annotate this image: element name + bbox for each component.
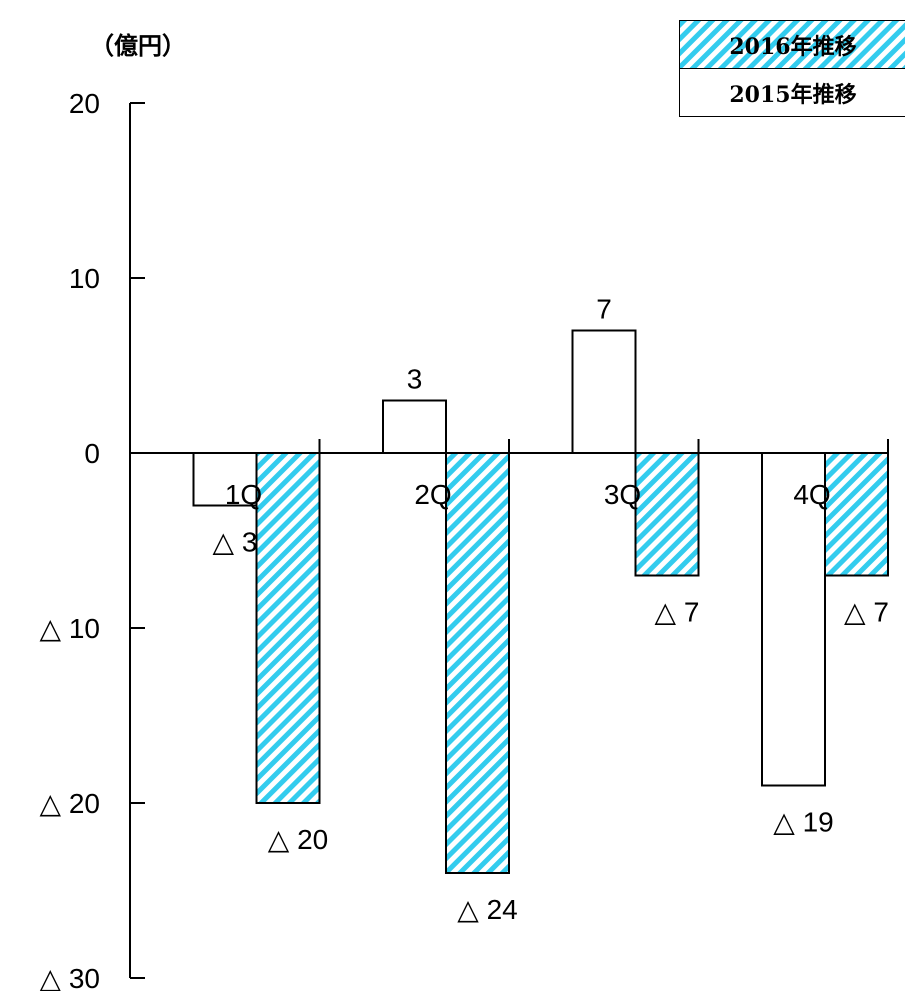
bar-2016 [255,452,321,804]
bar-2015 [382,399,447,454]
bar-2016-value-label: △ 24 [457,894,517,925]
x-category-label: 1Q [225,479,262,510]
bar-2016 [445,452,510,874]
legend-label-2015: 2015年推移 [729,81,857,108]
y-tick-label: △ 20 [40,788,100,819]
legend-item-2016: 2016年推移 [680,21,905,69]
bar-2015-value-label: 7 [596,294,612,325]
x-category-label: 2Q [414,479,451,510]
y-tick-label: 20 [69,88,100,119]
y-tick-label: 0 [84,438,100,469]
bar-2015 [571,329,637,454]
y-unit-label: （億円） [90,32,186,60]
bar-2015-value-label: △ 19 [773,807,833,838]
y-tick-label: 10 [69,263,100,294]
bar-2016-value-label: △ 7 [655,597,700,628]
bar-2015-value-label: 3 [407,364,423,395]
bar-2016-value-label: △ 20 [268,824,328,855]
legend-swatch-2016 [680,21,905,68]
y-tick-label: △ 30 [40,963,100,991]
bar-2016 [634,452,700,577]
legend-item-2015: 2015年推移 [680,69,905,116]
x-category-label: 3Q [604,479,641,510]
bar-2016 [824,452,889,577]
bar-2015-value-label: △ 3 [213,527,258,558]
bar-2015 [761,452,826,787]
legend-label-2016: 2016年推移 [729,33,857,60]
y-tick-label: △ 10 [40,613,100,644]
x-category-label: 4Q [793,479,830,510]
legend: 2016年推移 2015年推移 [679,20,905,117]
bar-2016-value-label: △ 7 [844,597,889,628]
